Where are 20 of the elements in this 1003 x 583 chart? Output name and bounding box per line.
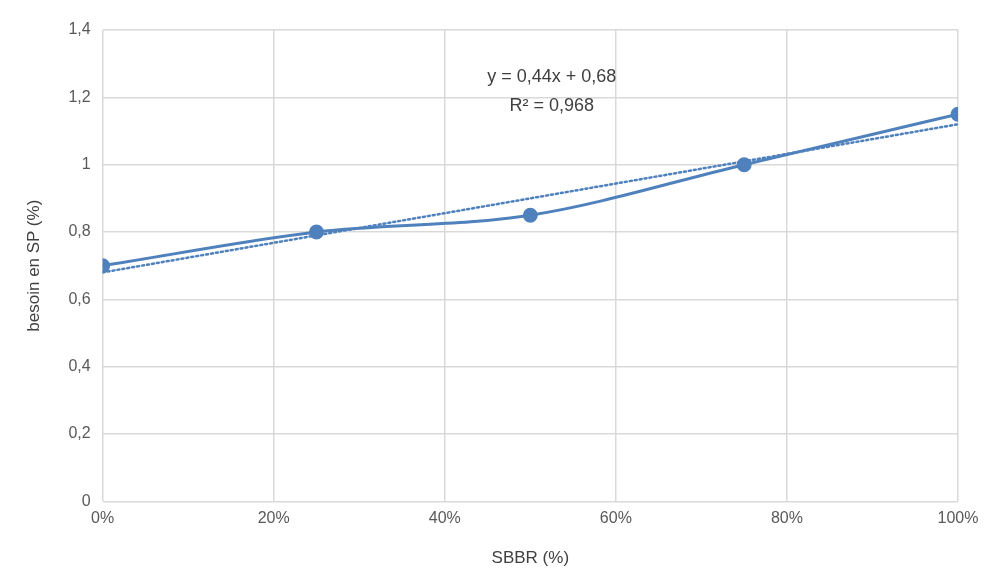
annotation: R² = 0,968 [509, 95, 594, 115]
y-tick-label: 0,2 [68, 424, 91, 442]
y-tick-label: 0,6 [68, 289, 91, 307]
x-tick-label: 60% [599, 509, 632, 527]
y-tick-label: 0,4 [68, 357, 91, 375]
point [736, 157, 752, 173]
x-axis-title: SBBR (%) [491, 548, 570, 568]
y-tick-label: 0,8 [68, 222, 91, 240]
y-tick-label: 0 [81, 491, 91, 509]
point [522, 207, 538, 223]
annotation: y = 0,44x + 0,68 [487, 66, 617, 86]
x-tick-label: 80% [770, 509, 803, 527]
x-tick-label: 20% [257, 509, 290, 527]
x-tick-label: 0% [91, 509, 115, 527]
y-tick-label: 1,4 [68, 20, 91, 38]
y-tick-label: 1,2 [68, 87, 91, 105]
y-axis-title: besoin en SP (%) [23, 199, 43, 332]
x-tick-label: 100% [937, 509, 979, 527]
y-tick-label: 1 [81, 155, 91, 173]
x-tick-label: 40% [428, 509, 461, 527]
